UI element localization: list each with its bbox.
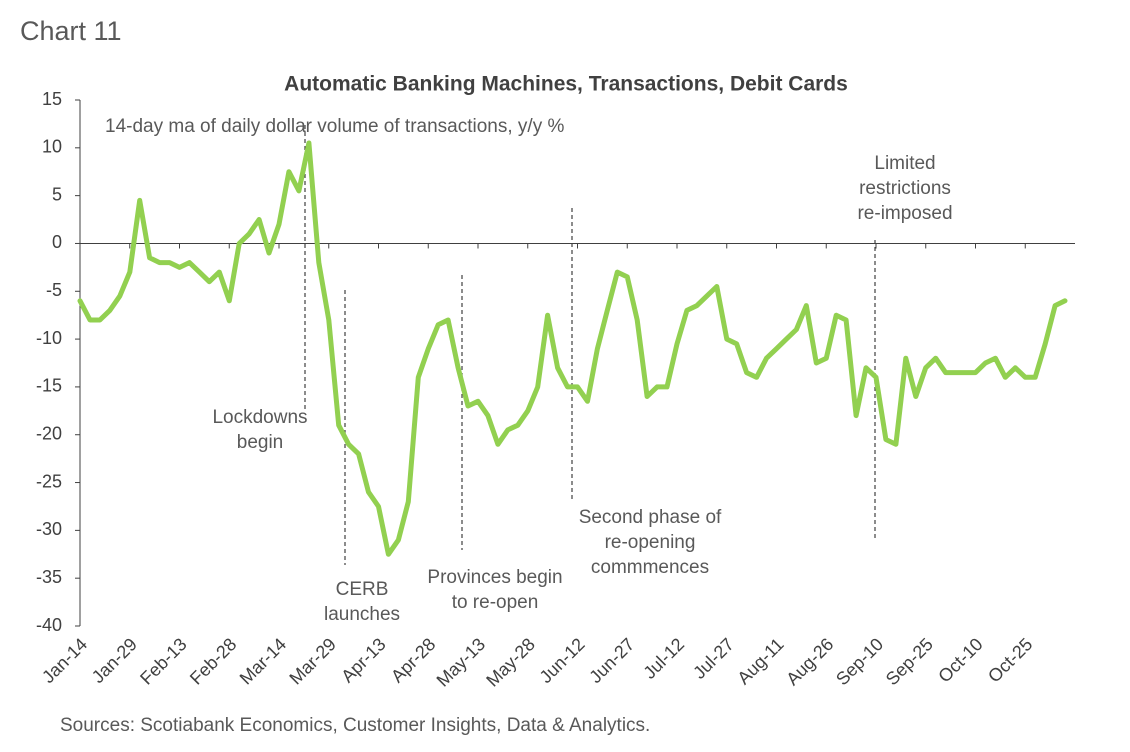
x-tick-label: Jul-27 — [689, 634, 738, 683]
x-tick-label: Sep-10 — [832, 634, 887, 689]
y-tick-label: -15 — [36, 376, 62, 396]
x-tick-label: Oct-25 — [984, 634, 1036, 686]
y-tick-label: -25 — [36, 471, 62, 491]
y-tick-label: 15 — [42, 89, 62, 109]
x-tick-label: Feb-28 — [186, 634, 240, 688]
annotation: Lockdowns — [212, 407, 307, 428]
chart-title: Automatic Banking Machines, Transactions… — [284, 73, 848, 96]
x-tick-label: Apr-28 — [387, 634, 439, 686]
y-tick-label: -5 — [46, 280, 62, 300]
x-tick-label: Mar-29 — [285, 634, 339, 688]
x-tick-label: Jun-27 — [585, 634, 638, 687]
annotation: Provinces begin — [427, 567, 562, 588]
annotation: Limited — [874, 153, 935, 174]
annotation: CERB — [336, 579, 389, 600]
x-tick-label: Jun-12 — [536, 634, 589, 687]
x-tick-label: Jul-12 — [639, 634, 688, 683]
chart-subtitle: 14-day ma of daily dollar volume of tran… — [105, 116, 564, 137]
annotation: begin — [237, 432, 284, 453]
y-tick-label: -30 — [36, 519, 62, 539]
x-tick-label: Jan-14 — [38, 634, 91, 687]
annotation: restrictions — [859, 178, 951, 199]
x-tick-label: Sep-25 — [882, 634, 937, 689]
y-tick-label: -40 — [36, 615, 62, 635]
y-tick-label: -10 — [36, 328, 62, 348]
chart-heading: Chart 11 — [20, 16, 122, 46]
x-tick-label: Jan-29 — [88, 634, 141, 687]
y-tick-label: -20 — [36, 423, 62, 443]
x-tick-label: Feb-13 — [136, 634, 190, 688]
x-tick-label: May-28 — [482, 634, 539, 691]
y-tick-label: 10 — [42, 137, 62, 157]
y-tick-label: 0 — [52, 232, 62, 252]
annotation: to re-open — [452, 592, 539, 613]
annotation: commmences — [591, 557, 709, 578]
x-tick-label: Apr-13 — [337, 634, 389, 686]
x-tick-label: Aug-26 — [782, 634, 837, 689]
y-tick-label: -35 — [36, 567, 62, 587]
annotation: re-opening — [605, 532, 696, 553]
x-tick-label: Oct-10 — [934, 634, 986, 686]
annotation: re-imposed — [857, 203, 952, 224]
x-tick-label: Mar-14 — [236, 634, 290, 688]
x-tick-label: May-13 — [433, 634, 490, 691]
source-note: Sources: Scotiabank Economics, Customer … — [60, 715, 650, 736]
x-tick-label: Aug-11 — [733, 634, 787, 688]
data-line — [77, 140, 1068, 557]
annotation: launches — [324, 604, 400, 625]
annotation: Second phase of — [579, 507, 722, 528]
y-tick-label: 5 — [52, 184, 62, 204]
